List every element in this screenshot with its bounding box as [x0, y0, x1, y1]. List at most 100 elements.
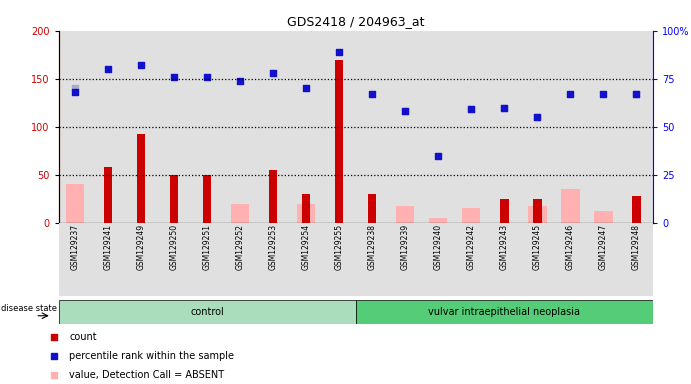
Text: GSM129252: GSM129252	[236, 224, 245, 270]
Text: GSM129249: GSM129249	[137, 224, 146, 270]
Bar	[587, 223, 620, 296]
Bar	[561, 189, 580, 223]
Bar	[356, 300, 653, 324]
Bar	[368, 194, 377, 223]
Bar	[533, 199, 542, 223]
Bar	[125, 31, 158, 223]
Bar	[203, 175, 211, 223]
Text: GSM129251: GSM129251	[202, 224, 212, 270]
Point	[235, 78, 246, 84]
Bar	[231, 204, 249, 223]
Point	[466, 106, 477, 113]
Bar	[620, 223, 653, 296]
Point	[48, 334, 59, 340]
Bar	[257, 223, 290, 296]
Bar	[488, 223, 521, 296]
Bar	[137, 134, 145, 223]
Bar	[59, 31, 92, 223]
Point	[48, 353, 59, 359]
Point	[268, 70, 279, 76]
Bar	[269, 170, 278, 223]
Point	[301, 85, 312, 91]
Point	[103, 66, 114, 72]
Point	[400, 108, 411, 114]
Bar	[297, 204, 315, 223]
Bar	[257, 31, 290, 223]
Text: disease state: disease state	[1, 304, 57, 313]
Text: GSM129245: GSM129245	[533, 224, 542, 270]
Bar	[389, 223, 422, 296]
Text: value, Detection Call = ABSENT: value, Detection Call = ABSENT	[69, 370, 225, 380]
Bar	[620, 31, 653, 223]
Point	[202, 74, 213, 80]
Point	[466, 106, 477, 113]
Bar	[92, 223, 125, 296]
Bar	[587, 31, 620, 223]
Text: GSM129243: GSM129243	[500, 224, 509, 270]
Text: count: count	[69, 332, 97, 342]
Point	[48, 372, 59, 378]
Point	[70, 85, 81, 91]
Text: GSM129246: GSM129246	[566, 224, 575, 270]
Bar	[422, 223, 455, 296]
Bar	[594, 211, 612, 223]
Bar	[462, 208, 480, 223]
Bar	[302, 194, 310, 223]
Text: GSM129250: GSM129250	[170, 224, 179, 270]
Bar	[521, 223, 554, 296]
Bar	[323, 223, 356, 296]
Bar	[104, 167, 113, 223]
Point	[631, 91, 642, 97]
Bar	[397, 207, 415, 223]
Text: vulvar intraepithelial neoplasia: vulvar intraepithelial neoplasia	[428, 307, 580, 317]
Text: GSM129248: GSM129248	[632, 224, 641, 270]
Bar	[356, 223, 389, 296]
Text: GSM129254: GSM129254	[302, 224, 311, 270]
Bar	[158, 223, 191, 296]
Bar	[455, 31, 488, 223]
Bar	[554, 223, 587, 296]
Bar	[158, 31, 191, 223]
Text: GSM129239: GSM129239	[401, 224, 410, 270]
Bar	[224, 223, 257, 296]
Bar	[429, 218, 448, 223]
Point	[169, 74, 180, 80]
Bar	[170, 175, 178, 223]
Point	[400, 108, 411, 114]
Text: percentile rank within the sample: percentile rank within the sample	[69, 351, 234, 361]
Bar	[521, 31, 554, 223]
Point	[70, 89, 81, 95]
Text: GSM129241: GSM129241	[104, 224, 113, 270]
Bar	[554, 31, 587, 223]
Point	[135, 62, 146, 68]
Point	[532, 114, 543, 120]
Point	[433, 152, 444, 159]
Bar	[356, 31, 389, 223]
Bar	[191, 223, 224, 296]
Bar	[66, 184, 84, 223]
Text: GSM129237: GSM129237	[70, 224, 79, 270]
Point	[499, 104, 510, 111]
Point	[532, 114, 543, 120]
Text: GSM129255: GSM129255	[335, 224, 344, 270]
Title: GDS2418 / 204963_at: GDS2418 / 204963_at	[287, 15, 424, 28]
Point	[631, 91, 642, 97]
Bar	[191, 31, 224, 223]
Point	[499, 104, 510, 111]
Point	[565, 91, 576, 97]
Bar	[488, 31, 521, 223]
Bar	[59, 223, 92, 296]
Text: GSM129238: GSM129238	[368, 224, 377, 270]
Bar	[389, 31, 422, 223]
Bar	[290, 223, 323, 296]
Bar	[125, 223, 158, 296]
Text: GSM129242: GSM129242	[467, 224, 476, 270]
Bar	[290, 31, 323, 223]
Point	[598, 91, 609, 97]
Point	[334, 49, 345, 55]
Text: GSM129253: GSM129253	[269, 224, 278, 270]
Text: control: control	[191, 307, 224, 317]
Bar	[92, 31, 125, 223]
Bar	[59, 300, 356, 324]
Bar	[455, 223, 488, 296]
